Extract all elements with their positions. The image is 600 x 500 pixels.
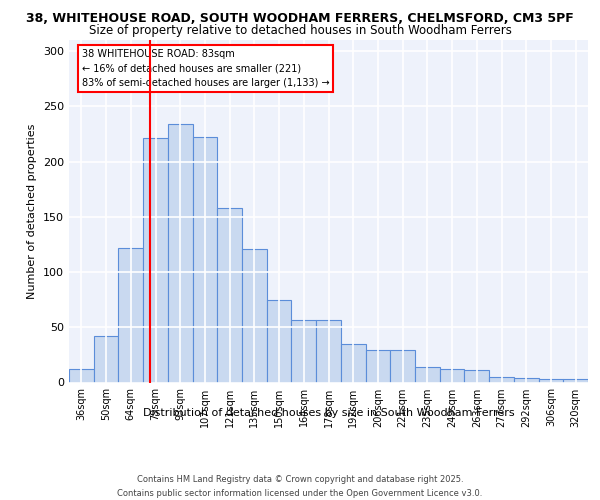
Bar [390, 350, 415, 382]
Text: Contains HM Land Registry data © Crown copyright and database right 2025.
Contai: Contains HM Land Registry data © Crown c… [118, 476, 482, 498]
Bar [415, 367, 440, 382]
Bar [341, 344, 365, 383]
Bar [143, 138, 168, 382]
Bar [168, 124, 193, 382]
Text: Size of property relative to detached houses in South Woodham Ferrers: Size of property relative to detached ho… [89, 24, 511, 37]
Bar [242, 249, 267, 382]
Y-axis label: Number of detached properties: Number of detached properties [28, 124, 37, 299]
Bar [464, 370, 489, 382]
Bar [94, 336, 118, 382]
Text: 38, WHITEHOUSE ROAD, SOUTH WOODHAM FERRERS, CHELMSFORD, CM3 5PF: 38, WHITEHOUSE ROAD, SOUTH WOODHAM FERRE… [26, 12, 574, 26]
Bar [316, 320, 341, 382]
Bar [69, 369, 94, 382]
Bar [365, 350, 390, 382]
Bar [118, 248, 143, 382]
Text: Distribution of detached houses by size in South Woodham Ferrers: Distribution of detached houses by size … [143, 408, 515, 418]
Bar [489, 377, 514, 382]
Bar [193, 137, 217, 382]
Bar [440, 369, 464, 382]
Bar [539, 379, 563, 382]
Bar [514, 378, 539, 382]
Bar [292, 320, 316, 382]
Bar [217, 208, 242, 382]
Text: 38 WHITEHOUSE ROAD: 83sqm
← 16% of detached houses are smaller (221)
83% of semi: 38 WHITEHOUSE ROAD: 83sqm ← 16% of detac… [82, 48, 329, 88]
Bar [267, 300, 292, 382]
Bar [563, 379, 588, 382]
